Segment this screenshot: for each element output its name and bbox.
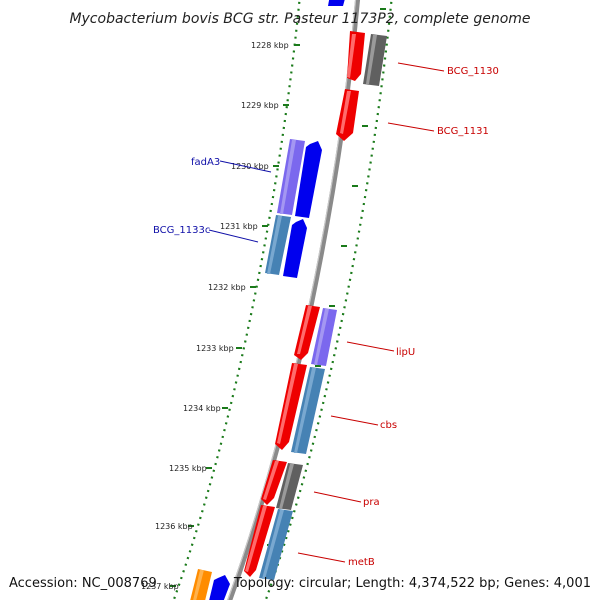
- gene-labels-right: BCG_1130 BCG_1131 lipU cbs pra metB: [348, 66, 499, 568]
- gene-block[interactable]: [314, 309, 329, 365]
- gene-labels-left: fadA3 BCG_1133c: [153, 157, 220, 236]
- accession-text: Accession: NC_008769: [9, 576, 157, 591]
- kbp-label: 1230 kbp: [231, 162, 269, 171]
- kbp-label: 1235 kbp: [169, 464, 207, 473]
- gene-block[interactable]: [267, 216, 282, 274]
- inner-dotted-track: [264, 0, 393, 600]
- gene-block[interactable]: [328, 0, 346, 6]
- kbp-label: 1229 kbp: [241, 101, 279, 110]
- gene-block[interactable]: [366, 35, 377, 84]
- genome-backbone: [227, 0, 361, 600]
- gene-block[interactable]: [280, 140, 296, 214]
- kbp-label: 1233 kbp: [196, 344, 234, 353]
- gene-block[interactable]: [283, 219, 307, 278]
- gene-label-metB[interactable]: metB: [348, 557, 375, 568]
- outer-dotted-track: [172, 0, 301, 600]
- gene-label-BCG_1133c[interactable]: BCG_1133c: [153, 225, 210, 236]
- topology-text: Topology: circular; Length: 4,374,522 bp…: [233, 576, 591, 591]
- gene-block[interactable]: [294, 368, 316, 453]
- kbp-label: 1231 kbp: [220, 222, 258, 231]
- genome-backbone-highlight: [227, 0, 357, 600]
- gene-block[interactable]: [297, 306, 312, 354]
- gene-label-BCG_1130[interactable]: BCG_1130: [447, 66, 499, 77]
- map-title: Mycobacterium bovis BCG str. Pasteur 117…: [69, 11, 530, 27]
- genes: [190, 0, 387, 600]
- gene-block[interactable]: [192, 570, 204, 600]
- kbp-label: 1236 kbp: [155, 522, 193, 531]
- gene-label-lipU[interactable]: lipU: [396, 347, 415, 358]
- gene-block[interactable]: [244, 505, 275, 577]
- kbp-label: 1228 kbp: [251, 41, 289, 50]
- gene-label-cbs[interactable]: cbs: [380, 420, 397, 431]
- gene-block[interactable]: [262, 510, 284, 579]
- label-connectors: [208, 62, 445, 563]
- kbp-label: 1232 kbp: [208, 283, 246, 292]
- gene-label-fadA3[interactable]: fadA3: [191, 157, 220, 168]
- kbp-label: 1237 kbp: [141, 582, 179, 591]
- gene-block[interactable]: [208, 575, 230, 600]
- gene-label-BCG_1131[interactable]: BCG_1131: [437, 126, 489, 137]
- gene-block[interactable]: [347, 34, 356, 78]
- gene-block[interactable]: [295, 141, 322, 218]
- gene-label-pra[interactable]: pra: [363, 497, 380, 508]
- gene-block[interactable]: [263, 461, 279, 500]
- gene-block[interactable]: [279, 464, 294, 509]
- gene-block[interactable]: [245, 506, 267, 572]
- kbp-labels: 1228 kbp 1229 kbp 1230 kbp 1231 kbp 1232…: [141, 41, 289, 591]
- kbp-label: 1234 kbp: [183, 404, 221, 413]
- gene-block[interactable]: [277, 364, 298, 444]
- gene-block[interactable]: [340, 91, 351, 134]
